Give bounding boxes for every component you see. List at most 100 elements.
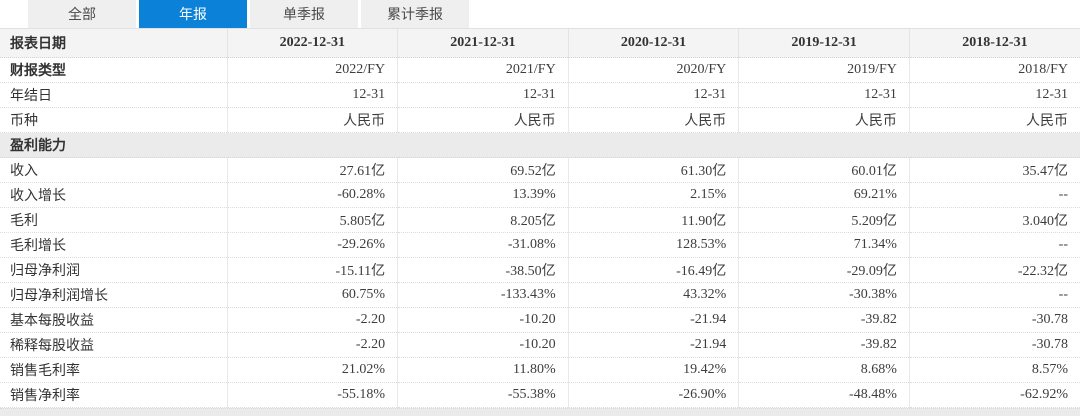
column-header-2018-12-31: 2018-12-31	[908, 28, 1080, 58]
cell-fiscal-year-end-2020-12-31: 12-31	[567, 82, 739, 108]
column-header-2020-12-31: 2020-12-31	[567, 28, 739, 58]
row-label-diluted-eps: 稀释每股收益	[0, 332, 227, 358]
cell-gross-margin-2018-12-31: 8.57%	[908, 357, 1080, 383]
cell-gross-profit-growth-2018-12-31: --	[908, 232, 1080, 258]
cell-currency-2020-12-31: 人民币	[567, 107, 739, 133]
cell-report-type-2022-12-31: 2022/FY	[226, 57, 398, 83]
cell-revenue-growth-2019-12-31: 69.21%	[738, 182, 910, 208]
cell-net-margin-2020-12-31: -26.90%	[567, 382, 739, 408]
cell-gross-profit-2019-12-31: 5.209亿	[738, 207, 910, 233]
cell-net-profit-growth-2022-12-31: 60.75%	[226, 282, 398, 308]
cell-gross-margin-2019-12-31: 8.68%	[738, 357, 910, 383]
row-label-gross-profit: 毛利	[0, 207, 227, 233]
cell-gross-profit-growth-2022-12-31: -29.26%	[226, 232, 398, 258]
row-label-net-margin: 销售净利率	[0, 382, 227, 408]
cell-gross-profit-2018-12-31: 3.040亿	[908, 207, 1080, 233]
cell-diluted-eps-2019-12-31: -39.82	[738, 332, 910, 358]
tab-cumulative-quarter[interactable]: 累计季报	[361, 0, 469, 28]
cell-net-profit-2019-12-31: -29.09亿	[738, 257, 910, 283]
cell-report-type-2018-12-31: 2018/FY	[908, 57, 1080, 83]
table-row-basic-eps: 基本每股收益 -2.20 -10.20 -21.94 -39.82 -30.78	[0, 307, 1080, 333]
table-row-net-profit-growth: 归母净利润增长 60.75% -133.43% 43.32% -30.38% --	[0, 282, 1080, 308]
column-header-2022-12-31: 2022-12-31	[226, 28, 398, 58]
cell-fiscal-year-end-2018-12-31: 12-31	[908, 82, 1080, 108]
column-header-2021-12-31: 2021-12-31	[397, 28, 569, 58]
cell-currency-2019-12-31: 人民币	[738, 107, 910, 133]
table-row-net-margin: 销售净利率 -55.18% -55.38% -26.90% -48.48% -62.92%	[0, 382, 1080, 408]
table-row-diluted-eps: 稀释每股收益 -2.20 -10.20 -21.94 -39.82 -30.78	[0, 332, 1080, 358]
row-label-gross-margin: 销售毛利率	[0, 357, 227, 383]
cell-diluted-eps-2018-12-31: -30.78	[908, 332, 1080, 358]
cell-diluted-eps-2020-12-31: -21.94	[567, 332, 739, 358]
cell-net-profit-growth-2019-12-31: -30.38%	[738, 282, 910, 308]
cell-basic-eps-2019-12-31: -39.82	[738, 307, 910, 333]
tab-annual[interactable]: 年报	[139, 0, 247, 28]
cell-basic-eps-2021-12-31: -10.20	[397, 307, 569, 333]
tab-single-quarter[interactable]: 单季报	[250, 0, 358, 28]
cell-gross-margin-2021-12-31: 11.80%	[397, 357, 569, 383]
cell-basic-eps-2018-12-31: -30.78	[908, 307, 1080, 333]
cell-net-margin-2021-12-31: -55.38%	[397, 382, 569, 408]
cell-net-profit-2022-12-31: -15.11亿	[226, 257, 398, 283]
cell-currency-2018-12-31: 人民币	[908, 107, 1080, 133]
cell-gross-profit-2022-12-31: 5.805亿	[226, 207, 398, 233]
table-row-net-profit: 归母净利润 -15.11亿 -38.50亿 -16.49亿 -29.09亿 -22.32亿	[0, 257, 1080, 283]
row-label-revenue-growth: 收入增长	[0, 182, 227, 208]
section-header-profitability: 盈利能力	[0, 132, 1080, 158]
cell-revenue-2019-12-31: 60.01亿	[738, 157, 910, 183]
cell-net-profit-2018-12-31: -22.32亿	[908, 257, 1080, 283]
cell-revenue-2022-12-31: 27.61亿	[226, 157, 398, 183]
cell-currency-2021-12-31: 人民币	[397, 107, 569, 133]
cell-basic-eps-2020-12-31: -21.94	[567, 307, 739, 333]
cell-net-profit-growth-2020-12-31: 43.32%	[567, 282, 739, 308]
table-body: 财报类型 2022/FY 2021/FY 2020/FY 2019/FY 2018/FY 年…	[0, 57, 1080, 408]
table-row-profitability: 盈利能力	[0, 132, 1080, 158]
cell-net-profit-growth-2018-12-31: --	[908, 282, 1080, 308]
cell-report-type-2021-12-31: 2021/FY	[397, 57, 569, 83]
table-row-gross-profit: 毛利 5.805亿 8.205亿 11.90亿 5.209亿 3.040亿	[0, 207, 1080, 233]
table-row-report-type: 财报类型 2022/FY 2021/FY 2020/FY 2019/FY 2018/FY	[0, 57, 1080, 83]
row-label-basic-eps: 基本每股收益	[0, 307, 227, 333]
cell-gross-profit-2021-12-31: 8.205亿	[397, 207, 569, 233]
cell-gross-profit-growth-2019-12-31: 71.34%	[738, 232, 910, 258]
cell-net-profit-2021-12-31: -38.50亿	[397, 257, 569, 283]
column-header-2019-12-31: 2019-12-31	[738, 28, 910, 58]
cell-net-margin-2019-12-31: -48.48%	[738, 382, 910, 408]
table-row-revenue-growth: 收入增长 -60.28% 13.39% 2.15% 69.21% --	[0, 182, 1080, 208]
tab-all[interactable]: 全部	[28, 0, 136, 28]
cell-diluted-eps-2022-12-31: -2.20	[226, 332, 398, 358]
cell-revenue-2020-12-31: 61.30亿	[567, 157, 739, 183]
row-label-currency: 币种	[0, 107, 227, 133]
cell-currency-2022-12-31: 人民币	[226, 107, 398, 133]
cell-gross-margin-2022-12-31: 21.02%	[226, 357, 398, 383]
row-label-net-profit-growth: 归母净利润增长	[0, 282, 227, 308]
report-date-header: 报表日期	[0, 28, 227, 58]
cell-net-profit-2020-12-31: -16.49亿	[567, 257, 739, 283]
cell-revenue-growth-2018-12-31: --	[908, 182, 1080, 208]
tab-bar: 全部 年报 单季报 累计季报	[0, 0, 1080, 28]
cell-report-type-2019-12-31: 2019/FY	[738, 57, 910, 83]
cell-revenue-growth-2021-12-31: 13.39%	[397, 182, 569, 208]
cell-revenue-growth-2020-12-31: 2.15%	[567, 182, 739, 208]
cell-fiscal-year-end-2022-12-31: 12-31	[226, 82, 398, 108]
cell-diluted-eps-2021-12-31: -10.20	[397, 332, 569, 358]
table-header-row: 报表日期 2022-12-31 2021-12-31 2020-12-31 2019-…	[0, 28, 1080, 58]
financial-data-table: 报表日期 2022-12-31 2021-12-31 2020-12-31 2019-…	[0, 28, 1080, 408]
cell-gross-margin-2020-12-31: 19.42%	[567, 357, 739, 383]
table-row-currency: 币种 人民币 人民币 人民币 人民币 人民币	[0, 107, 1080, 133]
cell-revenue-2018-12-31: 35.47亿	[908, 157, 1080, 183]
row-label-revenue: 收入	[0, 157, 227, 183]
row-label-fiscal-year-end: 年结日	[0, 82, 227, 108]
table-row-revenue: 收入 27.61亿 69.52亿 61.30亿 60.01亿 35.47亿	[0, 157, 1080, 183]
cell-gross-profit-growth-2021-12-31: -31.08%	[397, 232, 569, 258]
table-row-fiscal-year-end: 年结日 12-31 12-31 12-31 12-31 12-31	[0, 82, 1080, 108]
row-label-report-type: 财报类型	[0, 57, 227, 83]
cell-revenue-growth-2022-12-31: -60.28%	[226, 182, 398, 208]
cell-basic-eps-2022-12-31: -2.20	[226, 307, 398, 333]
row-label-gross-profit-growth: 毛利增长	[0, 232, 227, 258]
cell-gross-profit-2020-12-31: 11.90亿	[567, 207, 739, 233]
cell-net-margin-2018-12-31: -62.92%	[908, 382, 1080, 408]
cell-revenue-2021-12-31: 69.52亿	[397, 157, 569, 183]
cell-fiscal-year-end-2021-12-31: 12-31	[397, 82, 569, 108]
